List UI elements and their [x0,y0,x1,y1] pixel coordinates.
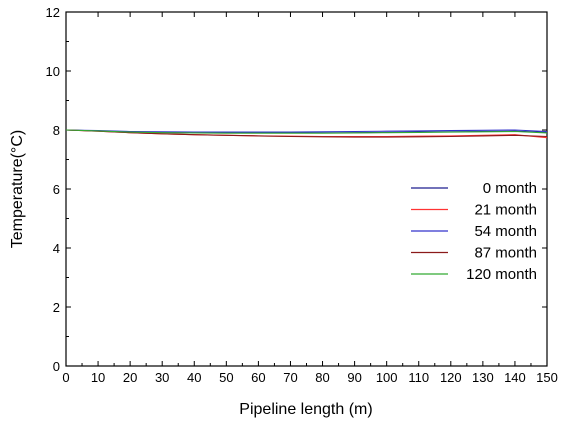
legend-label: 120 month [466,266,537,283]
legend-label: 87 month [474,245,537,262]
x-tick-label: 120 [440,370,462,385]
x-tick-label: 60 [251,370,265,385]
x-tick-label: 90 [347,370,361,385]
x-tick-label: 150 [536,370,558,385]
x-tick-label: 140 [504,370,526,385]
series-lines [65,129,548,139]
series-line [65,129,548,133]
y-axis-title: Temperature(°C) [9,130,26,248]
x-axis-ticks: 0 10 20 30 40 50 60 70 80 90 100 110 120 130 140 150 [62,12,558,385]
x-tick-label: 80 [315,370,329,385]
legend-label: 0 month [483,180,537,197]
plot-frame [65,11,548,367]
x-tick-label: 40 [187,370,201,385]
x-tick-label: 130 [472,370,494,385]
y-tick-label: 12 [46,5,60,20]
legend-label: 21 month [474,202,537,219]
x-tick-label: 110 [408,370,429,385]
x-axis-title: Pipeline length (m) [239,401,372,418]
legend-label: 54 month [474,223,537,240]
x-tick-label: 50 [219,370,233,385]
legend: 0 month 21 month 54 month 87 month 120 month [411,180,537,283]
x-tick-label: 10 [91,370,105,385]
y-tick-label: 2 [53,300,60,315]
y-axis-ticks: 0 2 4 6 8 10 12 [46,5,547,374]
x-tick-label: 30 [155,370,169,385]
y-tick-label: 6 [53,182,60,197]
y-tick-label: 4 [53,241,60,256]
y-tick-label: 10 [46,64,60,79]
x-tick-label: 0 [62,370,69,385]
x-tick-label: 70 [283,370,297,385]
y-tick-label: 0 [53,359,60,374]
series-line [65,129,548,134]
y-tick-label: 8 [53,123,60,138]
series-line [65,129,548,138]
x-tick-label: 20 [123,370,137,385]
x-tick-label: 100 [376,370,398,385]
